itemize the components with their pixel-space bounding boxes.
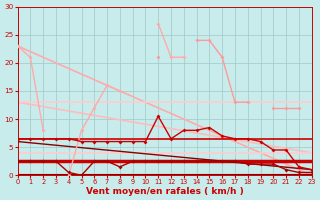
X-axis label: Vent moyen/en rafales ( km/h ): Vent moyen/en rafales ( km/h ) (86, 187, 244, 196)
